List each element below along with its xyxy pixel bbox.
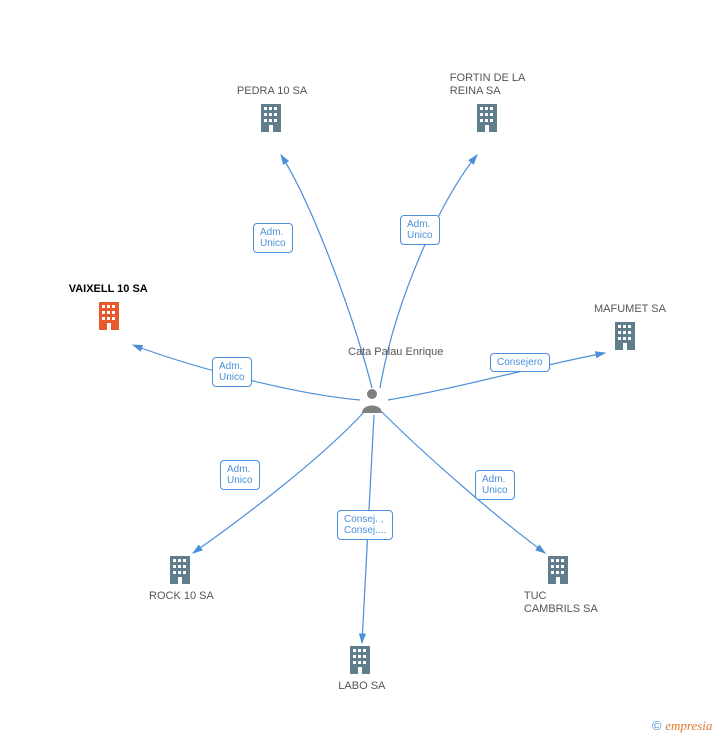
node-label-tuc: TUC CAMBRILS SA	[524, 590, 598, 616]
edge-label-fortin: Adm. Unico	[400, 215, 440, 245]
building-icon-tuc	[548, 556, 568, 584]
diagram-canvas	[0, 0, 728, 740]
node-label-vaixell: VAIXELL 10 SA	[69, 283, 148, 296]
node-label-fortin: FORTIN DE LA REINA SA	[450, 72, 526, 98]
node-label-pedra: PEDRA 10 SA	[237, 85, 307, 98]
person-icon	[362, 389, 382, 413]
watermark-brand: empresia	[665, 718, 712, 733]
edge-label-vaixell: Adm. Unico	[212, 357, 252, 387]
node-label-mafumet: MAFUMET SA	[594, 303, 666, 316]
edge-to-tuc	[382, 412, 545, 553]
center-node-label: Cata Palau Enrique	[348, 345, 443, 359]
watermark: © empresia	[652, 718, 712, 734]
building-icon-fortin	[477, 104, 497, 132]
edge-label-labo: Consej. , Consej....	[337, 510, 393, 540]
building-icon-vaixell	[99, 302, 119, 330]
node-label-labo: LABO SA	[338, 680, 385, 693]
building-icon-rock	[170, 556, 190, 584]
building-icon-pedra	[261, 104, 281, 132]
node-label-rock: ROCK 10 SA	[149, 590, 214, 603]
edge-label-rock: Adm. Unico	[220, 460, 260, 490]
copyright-symbol: ©	[652, 718, 662, 733]
edge-label-tuc: Adm. Unico	[475, 470, 515, 500]
building-icon-mafumet	[615, 322, 635, 350]
edge-label-mafumet: Consejero	[490, 353, 550, 372]
edge-label-pedra: Adm. Unico	[253, 223, 293, 253]
building-icon-labo	[350, 646, 370, 674]
